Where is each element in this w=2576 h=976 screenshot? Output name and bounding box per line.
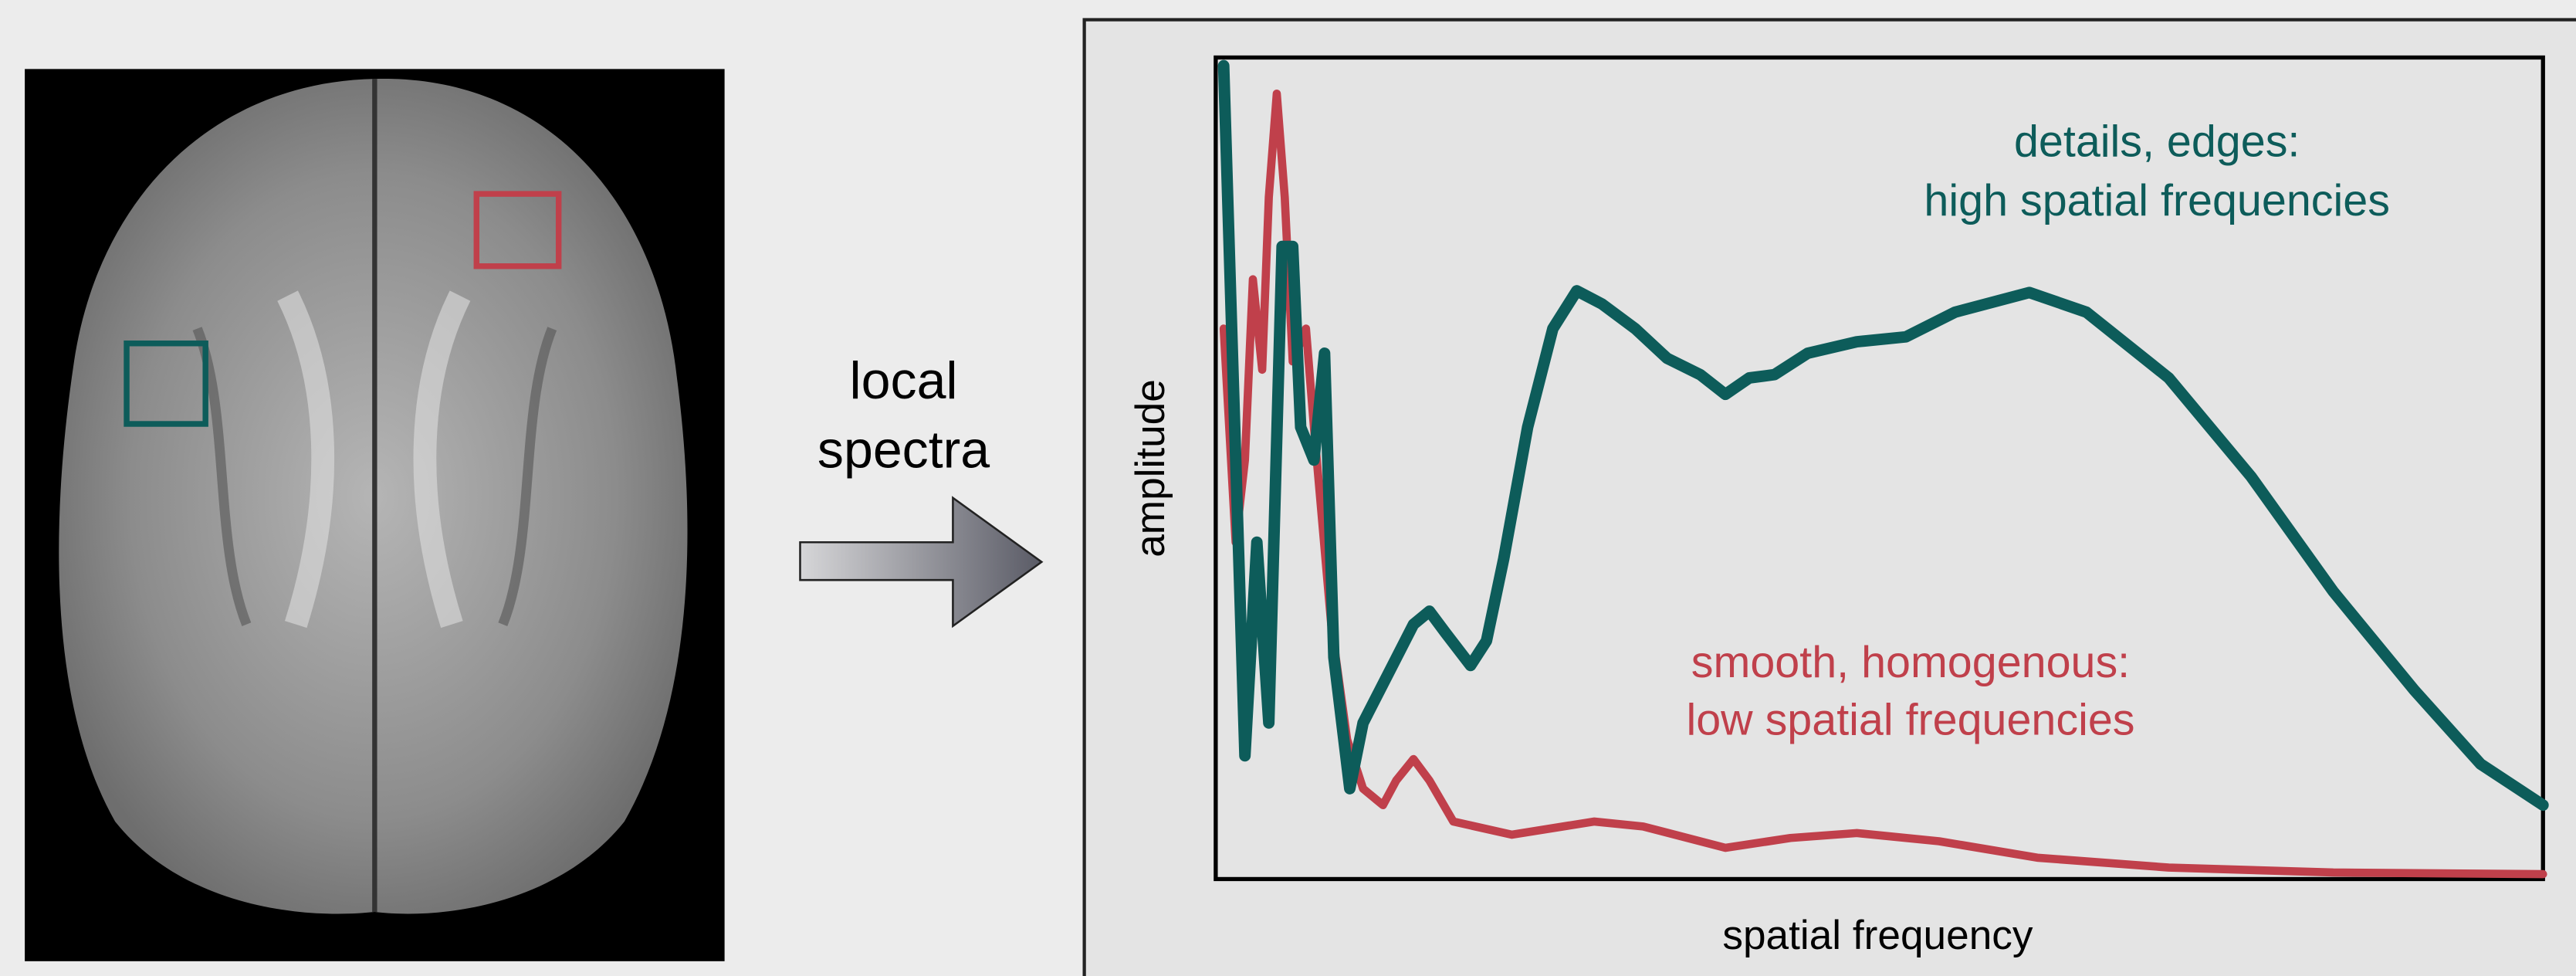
x-axis-label: spatial frequency xyxy=(1722,913,2033,958)
y-axis-label: amplitude xyxy=(1128,379,1173,557)
arrow xyxy=(799,496,1044,629)
plot-frame xyxy=(1214,55,2545,882)
arrow-label: spectra xyxy=(817,420,990,479)
arrow-label: local xyxy=(850,351,958,410)
spectrum-line xyxy=(1217,59,2549,812)
region-box-teal xyxy=(124,341,208,427)
annotation: low spatial frequencies xyxy=(1686,695,2134,744)
annotation: smooth, homogenous: xyxy=(1691,638,2130,687)
brain-image xyxy=(25,69,725,961)
annotation: high spatial frequencies xyxy=(1924,176,2390,225)
annotation: details, edges: xyxy=(2014,117,2300,166)
region-box-red xyxy=(473,191,562,269)
spectrum-line xyxy=(1219,89,2547,879)
curves xyxy=(1217,59,2549,879)
